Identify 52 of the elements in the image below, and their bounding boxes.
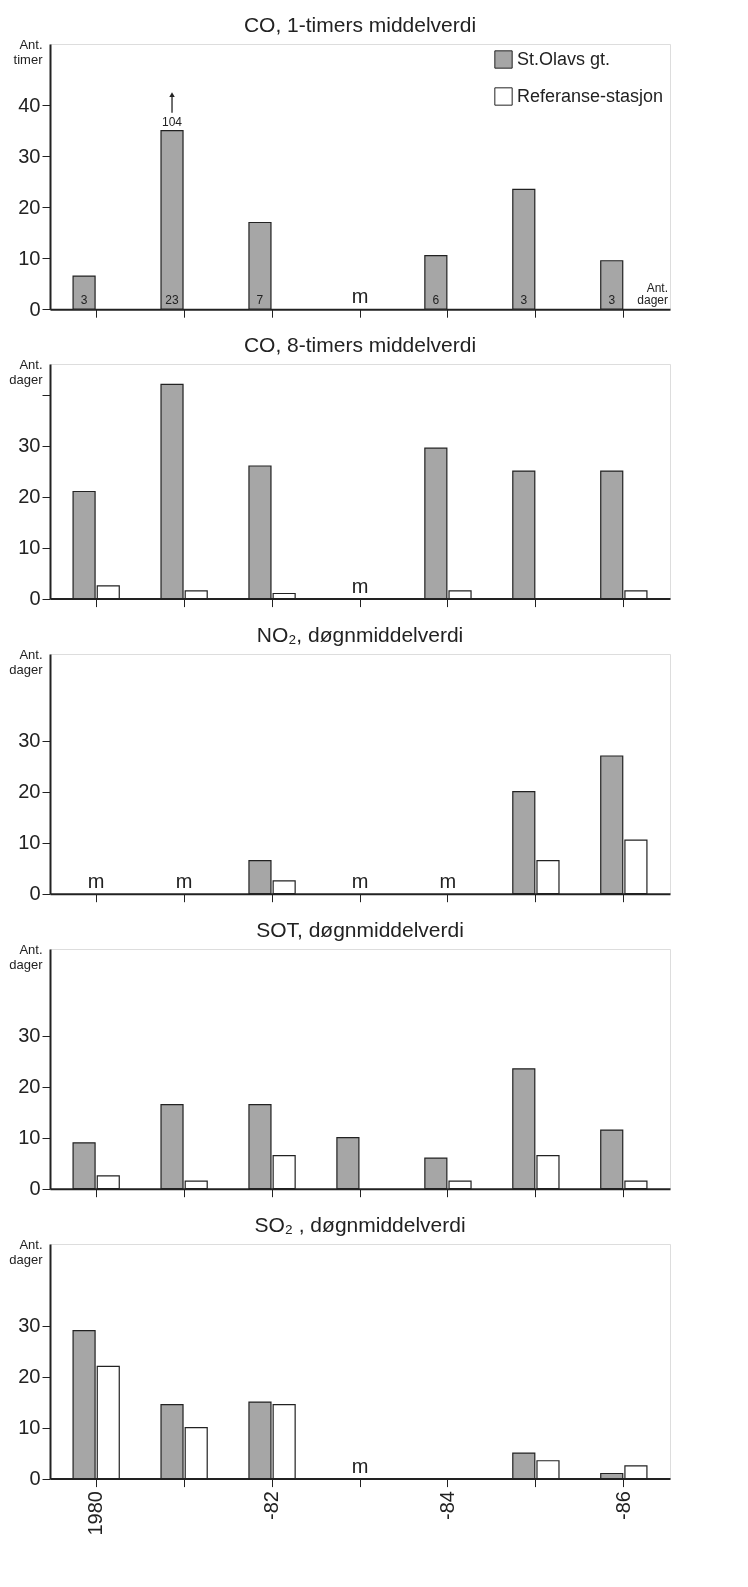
y-tick-label: 20	[18, 485, 41, 508]
y-tick-label: 0	[29, 297, 41, 320]
y-tick-label: 10	[18, 831, 41, 854]
annotation: 104	[162, 114, 183, 129]
annotation: 3	[520, 293, 528, 308]
x-tick-label: -84	[435, 1491, 458, 1521]
text: m	[351, 869, 369, 892]
annotation: Ant. dager	[637, 281, 668, 308]
chart-title: NO₂, døgnmiddelverdi	[256, 623, 464, 646]
x-tick-label: 1980	[84, 1491, 107, 1536]
y-tick-label: 20	[18, 780, 41, 803]
annotation: 3	[80, 293, 88, 308]
y-axis-title: Ant. dager	[9, 646, 44, 677]
y-tick-label: 30	[18, 1314, 41, 1337]
annotation: 6	[432, 293, 440, 308]
legend-label: St.Olavs gt.	[517, 48, 611, 69]
y-axis-title: Ant. dager	[9, 941, 44, 972]
annotation: 3	[608, 293, 616, 308]
y-tick-label: 10	[18, 1416, 41, 1439]
chart-title: CO, 8-timers middelverdi	[243, 333, 477, 356]
y-axis-title: Ant. timer	[13, 36, 44, 67]
y-tick-label: 20	[18, 1365, 41, 1388]
y-axis-title: Ant. dager	[9, 1236, 44, 1267]
chart-title: SO₂ , døgnmiddelverdi	[254, 1213, 466, 1236]
text: m	[351, 285, 369, 308]
y-tick-label: 10	[18, 536, 41, 559]
y-tick-label: 30	[18, 434, 41, 457]
y-tick-label: 0	[29, 1177, 41, 1200]
y-tick-label: 0	[29, 882, 41, 905]
chart-title: CO, 1-timers middelverdi	[243, 13, 477, 36]
y-tick-label: 30	[18, 1024, 41, 1047]
text: m	[351, 574, 369, 597]
chart-title: SOT, døgnmiddelverdi	[256, 918, 464, 941]
y-axis-title: Ant. dager	[9, 356, 44, 387]
text: m	[351, 1454, 369, 1477]
text: m	[87, 869, 105, 892]
y-tick-label: 10	[18, 246, 41, 269]
y-tick-label: 0	[29, 1467, 41, 1490]
x-tick-label: -86	[611, 1491, 634, 1521]
annotation: 23	[165, 293, 180, 308]
text: m	[175, 869, 193, 892]
annotation: 7	[256, 293, 264, 308]
y-tick-label: 30	[18, 729, 41, 752]
y-tick-label: 20	[18, 1075, 41, 1098]
y-tick-label: 10	[18, 1126, 41, 1149]
y-tick-label: 0	[29, 587, 41, 610]
text: m	[439, 869, 457, 892]
legend-label: Referanse-stasjon	[517, 85, 664, 106]
x-tick-label: -82	[260, 1491, 283, 1521]
y-tick-label: 20	[18, 195, 41, 218]
y-tick-label: 40	[18, 93, 41, 116]
y-tick-label: 30	[18, 144, 41, 167]
